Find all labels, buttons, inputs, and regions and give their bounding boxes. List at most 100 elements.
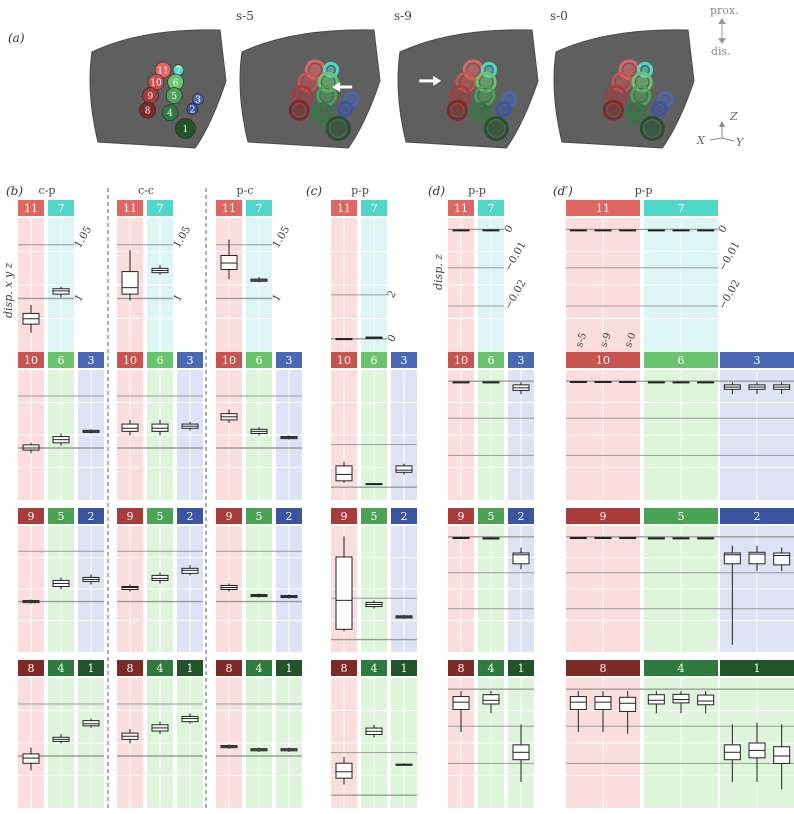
marker-header-9 [448, 508, 474, 524]
marker-header-2 [276, 508, 302, 524]
marker-header-7 [644, 200, 718, 216]
tick-label: 1 [72, 292, 86, 304]
marker-header-3 [78, 352, 104, 368]
marker-header-label-1: 1 [187, 662, 194, 675]
box-iqr-1 [181, 715, 199, 723]
marker-header-8 [566, 660, 640, 676]
bone-surface-renders: 11 7 10 6 9 5 3 8 4 21 [89, 29, 695, 149]
marker-header-label-7: 7 [58, 202, 65, 215]
box-iqr-4 [482, 694, 500, 705]
marker-ring-4 [625, 102, 647, 124]
marker-header-label-10: 10 [337, 354, 351, 367]
tick-label: 2 [385, 289, 399, 301]
marker-header-11 [117, 200, 143, 216]
marker-header-label-6: 6 [58, 354, 65, 367]
marker-core-7 [485, 66, 493, 74]
boxplot-row-0: 11 7 1 1.05 [117, 200, 193, 352]
marker-header-5 [246, 508, 272, 524]
box-iqr-8 [335, 762, 353, 779]
marker-header-3 [276, 352, 302, 368]
marker-header-label-7: 7 [157, 202, 164, 215]
marker-header-label-11: 11 [222, 202, 236, 215]
marker-header-6 [478, 352, 504, 368]
marker-core-2 [341, 105, 349, 113]
marker-header-6 [644, 352, 718, 368]
box-iqr-2 [512, 552, 530, 565]
marker-header-10 [117, 352, 143, 368]
marker-header-9 [18, 508, 44, 524]
marker-header-label-5: 5 [157, 510, 164, 523]
marker-header-label-8: 8 [226, 662, 233, 675]
marker-ring-8 [602, 99, 624, 121]
marker-header-5 [147, 508, 173, 524]
marker-core-9 [296, 89, 309, 102]
marker-core-6 [480, 76, 493, 89]
axis-y-label: Y [736, 136, 745, 149]
marker-header-label-6: 6 [488, 354, 495, 367]
panel-label-a: (a) [8, 31, 25, 45]
marker-core-1 [488, 120, 505, 137]
boxplot-row-2: 9 5 2 [566, 508, 794, 652]
boxplot-row-3: 8 4 1 [448, 660, 534, 808]
marker-header-label-6: 6 [256, 354, 263, 367]
marker-header-9 [566, 508, 640, 524]
marker-header-label-8: 8 [600, 662, 607, 675]
boxplot-panel-3: p-p11 7 0 2 10 6 3 9 5 2 8 4 1 [331, 184, 417, 808]
marker-header-label-8: 8 [28, 662, 35, 675]
marker-header-7 [361, 200, 387, 216]
tick-label: 0 [502, 223, 516, 235]
marker-header-label-6: 6 [678, 354, 685, 367]
panel-label-d: (d) [428, 184, 445, 198]
marker-core-7 [641, 66, 649, 74]
boxplot-panel-1: c-c11 7 1 1.05 10 6 3 9 5 2 8 4 1 [117, 184, 203, 808]
marker-label-3: 3 [195, 96, 201, 106]
box-iqr-6 [151, 423, 169, 432]
marker-header-label-7: 7 [256, 202, 263, 215]
boxplot-row-1: 10 6 3 [448, 352, 534, 500]
marker-header-label-7: 7 [678, 202, 685, 215]
mesh-render-1 [239, 29, 381, 149]
marker-header-8 [448, 660, 474, 676]
ylabel-b: disp. x y z [2, 262, 15, 318]
tick-label: −0.01 [716, 239, 742, 273]
marker-header-10 [331, 352, 357, 368]
marker-header-label-8: 8 [341, 662, 348, 675]
tick-label: 0 [716, 223, 730, 235]
boxplot-row-1: 10 6 3 [117, 352, 203, 500]
marker-core-5 [478, 89, 491, 102]
white-arrowhead-icon [433, 75, 442, 86]
marker-header-label-5: 5 [58, 510, 65, 523]
marker-header-10 [216, 352, 242, 368]
marker-header-label-11: 11 [24, 202, 38, 215]
marker-label-4: 4 [167, 109, 173, 119]
scan-label-s5: s-5 [236, 9, 254, 23]
box-iqr-8 [594, 696, 612, 711]
boxplot-panel-5: p-p 11 7 0 −0.01 −0.02 10 6 3 9 5 2 8 4 1 [566, 184, 794, 808]
marker-ring-10 [297, 71, 319, 93]
marker-ring-1 [639, 115, 665, 141]
marker-header-label-5: 5 [371, 510, 378, 523]
marker-header-label-1: 1 [518, 662, 525, 675]
marker-core-10 [302, 76, 314, 89]
boxplot-row-1: 10 6 3 [331, 352, 417, 500]
marker-header-label-11: 11 [123, 202, 137, 215]
boxplot-row-0: 11 7 1 1.05 [18, 200, 94, 352]
boxplot-row-2: 9 5 2 [216, 508, 302, 652]
marker-header-4 [361, 660, 387, 676]
xyz-axes-icon [709, 121, 735, 142]
marker-header-1 [78, 660, 104, 676]
boxplot-row-2: 9 5 2 [331, 508, 417, 652]
boxplot-row-0: 11 7 1 1.05 [216, 200, 292, 352]
marker-header-label-2: 2 [401, 510, 408, 523]
marker-header-2 [508, 508, 534, 524]
marker-header-8 [216, 660, 242, 676]
marker-header-label-5: 5 [678, 510, 685, 523]
marker-core-9 [454, 89, 467, 102]
marker-ring-10 [455, 71, 477, 93]
marker-header-11 [18, 200, 44, 216]
marker-header-label-4: 4 [256, 662, 263, 675]
marker-header-9 [331, 508, 357, 524]
marker-header-label-10: 10 [24, 354, 38, 367]
scan-label-s9: s-9 [394, 9, 412, 23]
marker-header-label-10: 10 [123, 354, 137, 367]
